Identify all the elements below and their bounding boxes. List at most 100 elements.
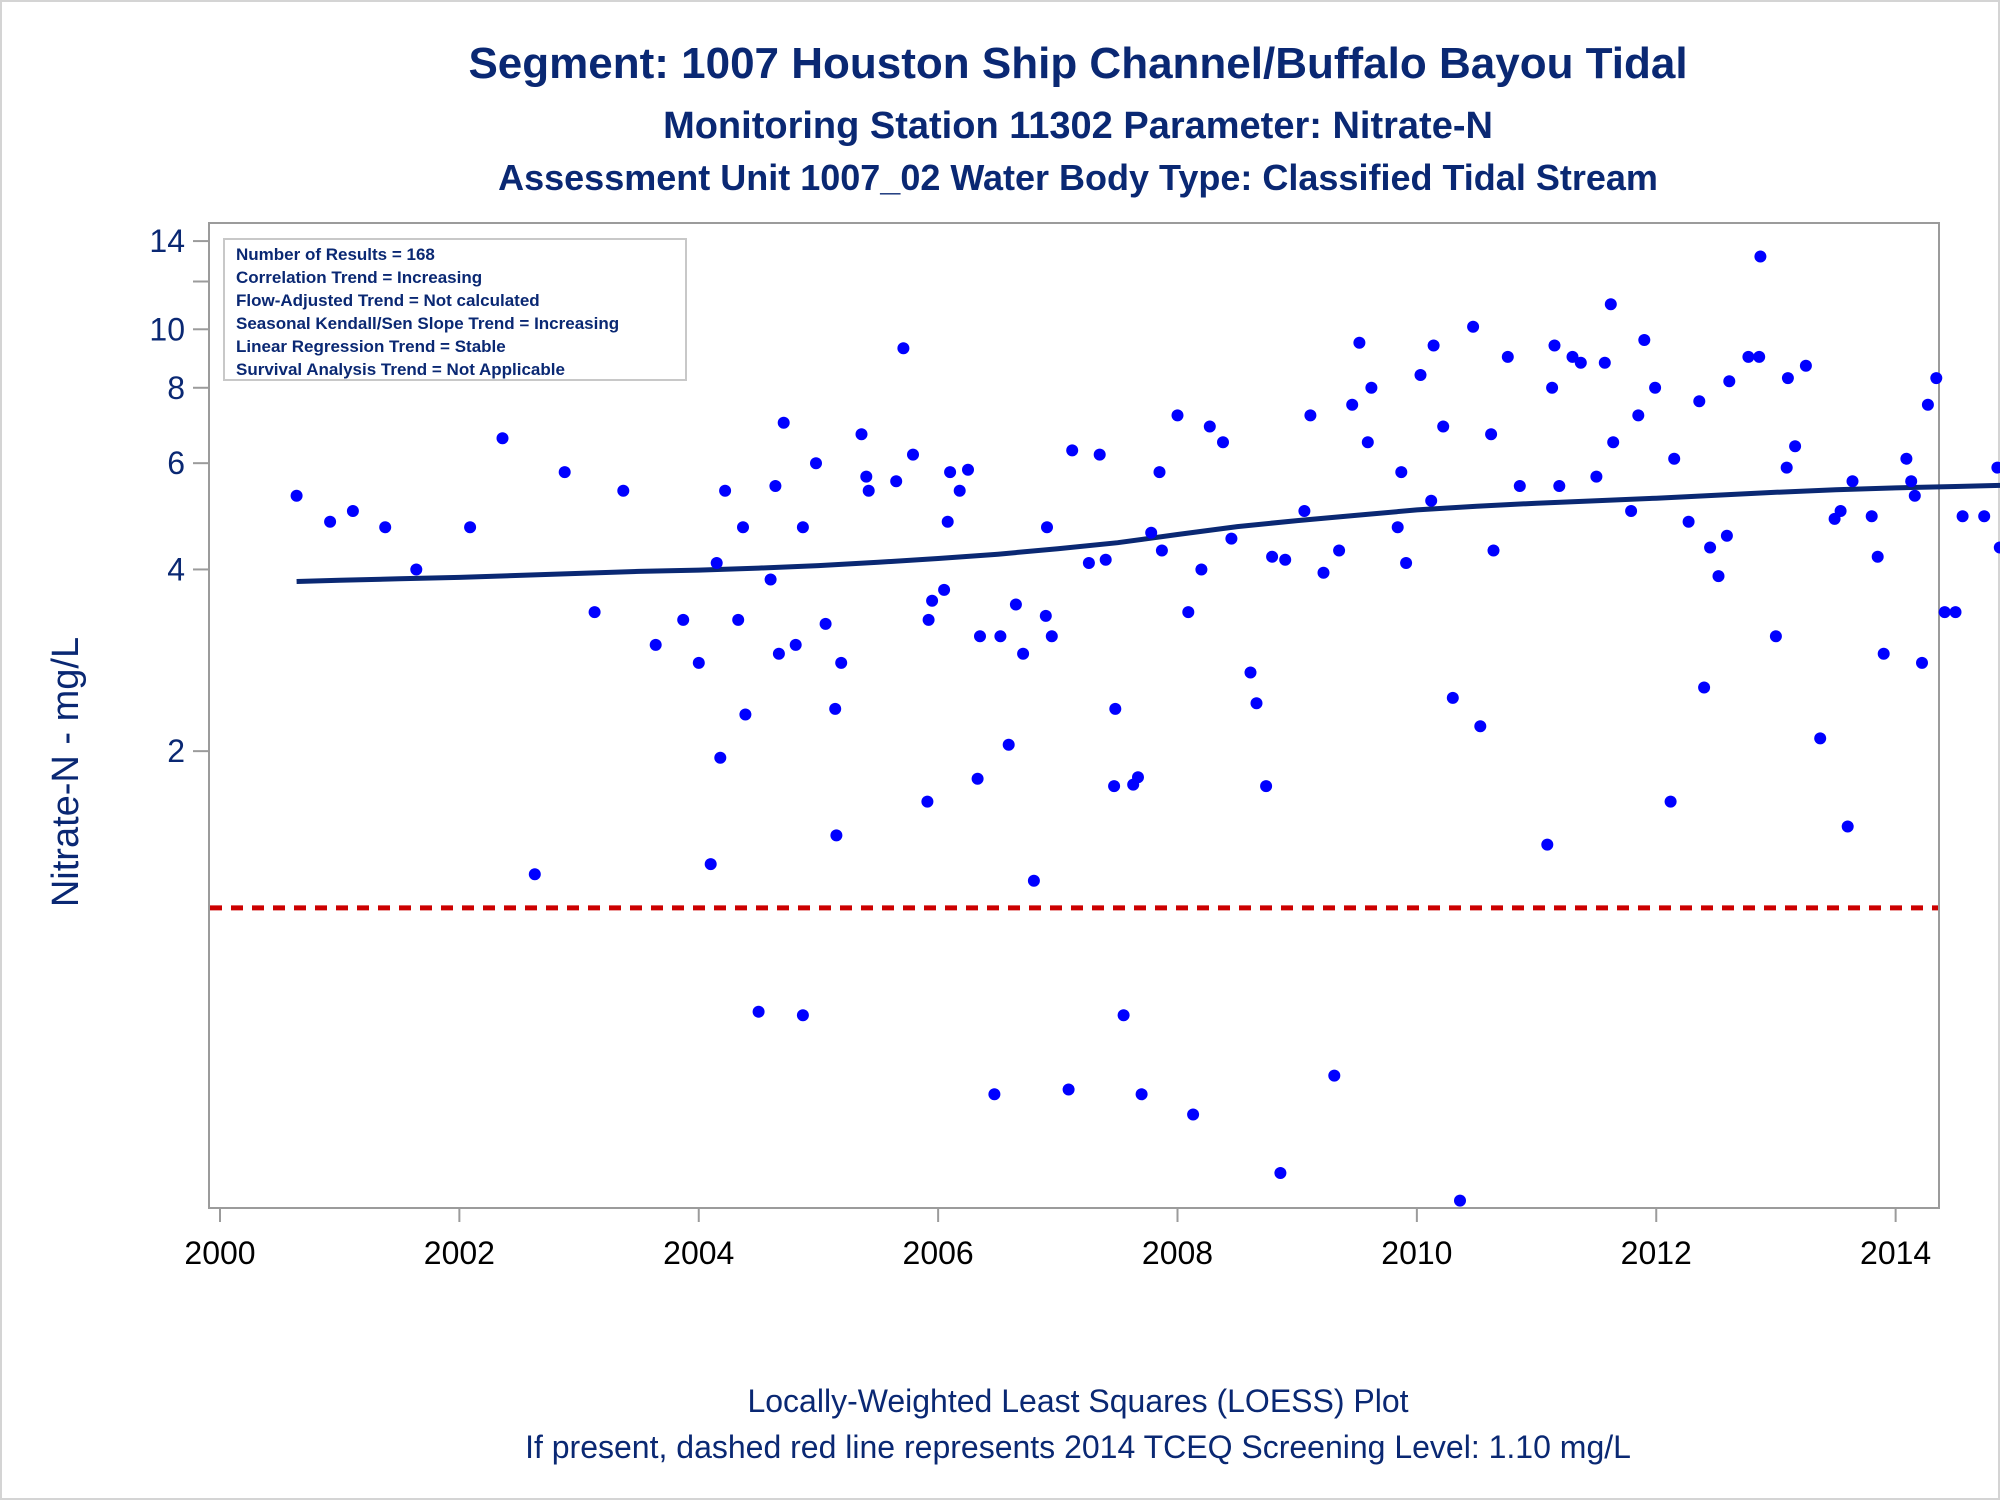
legend-line: Number of Results = 168: [236, 245, 435, 264]
data-point: [1298, 505, 1311, 517]
data-point: [1632, 409, 1645, 422]
data-point: [1553, 480, 1566, 492]
data-point: [1541, 838, 1554, 851]
data-point: [1668, 452, 1681, 465]
data-point: [835, 656, 848, 669]
data-point: [496, 432, 509, 445]
x-axis: 200020022004200620082010201220142016: [184, 1208, 1931, 1271]
data-point: [1317, 566, 1330, 579]
data-point: [1009, 598, 1022, 611]
data-point: [737, 521, 749, 534]
legend-lines: Number of Results = 168 Correlation Trend…: [236, 245, 619, 379]
data-point: [1900, 452, 1913, 465]
y-tick-label: 10: [149, 311, 185, 347]
chart-subtitle-assessment: Assessment Unit 1007_02 Water Body Type:…: [498, 157, 1658, 198]
y-tick-label: 2: [167, 733, 185, 769]
data-point: [1865, 510, 1878, 523]
data-point: [1566, 350, 1579, 363]
data-point: [1607, 436, 1620, 449]
data-point: [1244, 666, 1257, 679]
data-point: [1353, 336, 1366, 349]
data-point: [1590, 470, 1603, 483]
data-point: [789, 638, 802, 651]
data-point: [810, 457, 822, 470]
data-point: [1598, 356, 1611, 369]
data-point: [1548, 339, 1561, 352]
data-point: [379, 521, 392, 534]
data-point: [855, 428, 868, 441]
data-point: [1993, 541, 2000, 554]
data-point: [1467, 320, 1480, 333]
data-point: [1789, 440, 1802, 453]
data-point: [971, 772, 984, 785]
data-point: [1574, 356, 1587, 369]
data-point: [1664, 795, 1677, 808]
data-point: [1723, 375, 1736, 388]
data-point: [890, 475, 903, 488]
legend-line: Correlation Trend = Increasing: [236, 268, 482, 287]
data-point: [1182, 606, 1195, 619]
footnote-loess: Locally-Weighted Least Squares (LOESS) P…: [747, 1383, 1408, 1419]
chart-title: Segment: 1007 Houston Ship Channel/Buffa…: [468, 39, 1687, 88]
x-tick-label: 2002: [424, 1235, 495, 1271]
data-point: [1045, 630, 1058, 643]
data-point: [1871, 550, 1884, 563]
data-point: [921, 795, 934, 808]
data-point: [1501, 350, 1514, 363]
data-point: [1274, 1167, 1287, 1179]
data-point: [719, 484, 732, 497]
data-point: [1260, 780, 1273, 793]
data-point: [1704, 541, 1717, 554]
data-point: [860, 470, 873, 483]
data-point: [829, 702, 842, 715]
y-axis-label: Nitrate-N - mg/L: [45, 637, 87, 907]
data-point: [732, 613, 745, 626]
data-point: [796, 1009, 809, 1022]
x-tick-label: 2000: [184, 1235, 255, 1271]
legend-line: Survival Analysis Trend = Not Applicable: [236, 360, 565, 379]
data-point: [907, 448, 919, 461]
legend-border: [223, 238, 687, 381]
data-point: [1834, 505, 1847, 517]
data-point: [1093, 448, 1106, 461]
legend-box: Number of Results = 168 Correlation Trend…: [223, 238, 687, 381]
chart-subtitle-station: Monitoring Station 11302 Parameter: Nitr…: [663, 105, 1493, 147]
data-points: [290, 250, 2000, 1207]
data-point: [922, 613, 935, 626]
legend-line: Linear Regression Trend = Stable: [236, 337, 506, 356]
data-point: [346, 505, 359, 517]
data-point: [1949, 606, 1962, 619]
data-point: [764, 573, 777, 586]
data-point: [739, 708, 752, 721]
data-point: [830, 829, 843, 842]
data-point: [1328, 1069, 1341, 1082]
data-point: [1485, 428, 1498, 441]
data-point: [1395, 466, 1408, 479]
data-point: [1400, 557, 1413, 569]
data-point: [1187, 1108, 1200, 1121]
data-point: [1062, 1083, 1075, 1096]
data-point: [290, 489, 303, 502]
data-point: [1446, 691, 1459, 704]
data-point: [1814, 732, 1827, 745]
x-tick-label: 2012: [1621, 1235, 1692, 1271]
data-point: [994, 630, 1007, 643]
data-point: [1225, 532, 1238, 545]
data-point: [1250, 697, 1263, 710]
data-point: [1414, 369, 1427, 381]
data-point: [464, 521, 477, 534]
y-tick-label: 4: [167, 551, 185, 587]
data-point: [1930, 372, 1943, 385]
data-point: [752, 1005, 765, 1018]
data-point: [588, 606, 601, 619]
x-tick-label: 2008: [1142, 1235, 1213, 1271]
data-point: [944, 466, 957, 479]
data-point: [1108, 780, 1121, 793]
data-point: [1279, 553, 1292, 566]
data-point: [1427, 339, 1440, 352]
data-point: [1135, 1088, 1148, 1101]
data-point: [1625, 505, 1638, 517]
data-point: [558, 466, 571, 479]
